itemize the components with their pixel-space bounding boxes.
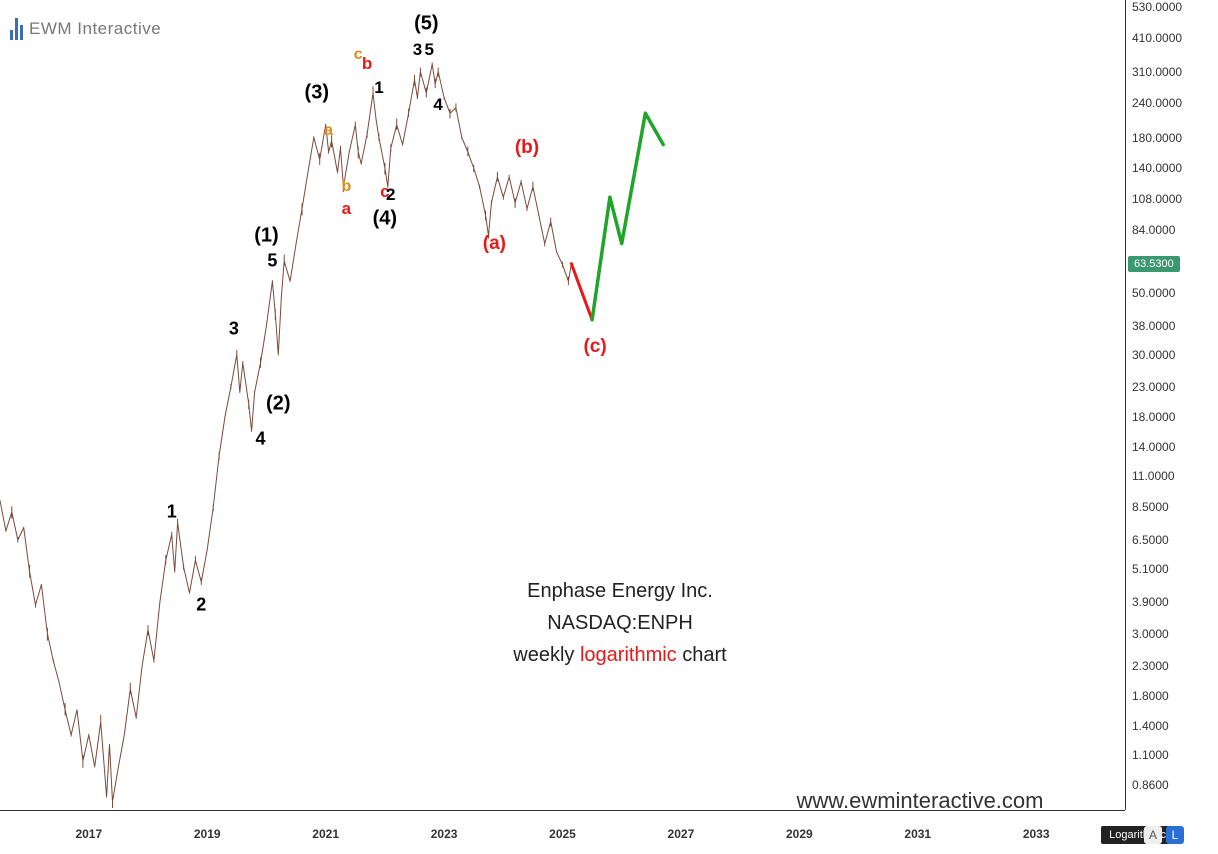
- x-axis-tick: 2033: [1023, 827, 1050, 841]
- y-axis-tick: 140.0000: [1132, 161, 1182, 175]
- y-axis-tick: 3.0000: [1132, 627, 1169, 641]
- y-axis-tick: 84.0000: [1132, 223, 1175, 237]
- y-axis: 530.0000 410.0000 310.0000 240.0000 180.0000…: [1125, 0, 1218, 810]
- brand-logo: EWM Interactive: [10, 18, 161, 40]
- chart-title-ticker: NASDAQ:ENPH: [547, 612, 693, 635]
- y-axis-tick: 3.9000: [1132, 595, 1169, 609]
- x-axis-tick: 2021: [312, 827, 339, 841]
- y-axis-tick: 23.0000: [1132, 380, 1175, 394]
- timeframe-pre: weekly: [513, 644, 580, 666]
- scale-linear-btn[interactable]: A: [1144, 826, 1162, 844]
- x-axis-tick: 2019: [194, 827, 221, 841]
- y-axis-tick: 50.0000: [1132, 286, 1175, 300]
- timeframe-emphasis: logarithmic: [580, 644, 677, 666]
- y-axis-tick: 410.0000: [1132, 31, 1182, 45]
- x-axis-tick: 2017: [75, 827, 102, 841]
- chart-svg: [0, 0, 1125, 810]
- y-axis-tick: 2.3000: [1132, 659, 1169, 673]
- x-axis-tick: 2027: [668, 827, 695, 841]
- y-axis-tick: 11.0000: [1132, 469, 1175, 483]
- y-axis-tick: 8.5000: [1132, 500, 1169, 514]
- y-axis-tick: 38.0000: [1132, 319, 1175, 333]
- brand-name: EWM Interactive: [29, 19, 161, 39]
- x-axis-tick: 2029: [786, 827, 813, 841]
- y-axis-tick: 240.0000: [1132, 96, 1182, 110]
- y-axis-tick: 6.5000: [1132, 533, 1169, 547]
- y-axis-tick: 1.8000: [1132, 689, 1169, 703]
- y-axis-tick: 1.4000: [1132, 719, 1169, 733]
- x-axis-tick: 2025: [549, 827, 576, 841]
- y-axis-tick: 180.0000: [1132, 131, 1182, 145]
- x-axis-tick: 2023: [431, 827, 458, 841]
- x-axis-tick: 2031: [904, 827, 931, 841]
- y-axis-tick: 18.0000: [1132, 410, 1175, 424]
- logo-icon: [10, 18, 23, 40]
- y-axis-tick: 30.0000: [1132, 348, 1175, 362]
- chart-plot-area: EWM Interactive Enphase Energy Inc. NASD…: [0, 0, 1125, 810]
- timeframe-post: chart: [677, 644, 727, 666]
- scale-toggle[interactable]: A L: [1144, 826, 1184, 844]
- y-axis-tick: 0.8600: [1132, 778, 1169, 792]
- scale-log-btn[interactable]: L: [1166, 826, 1184, 844]
- x-axis: 2017 2019 2021 2023 2025 2027 2029 2031 2033: [0, 810, 1125, 854]
- chart-title-timeframe: weekly logarithmic chart: [513, 644, 726, 667]
- y-axis-tick: 1.1000: [1132, 748, 1169, 762]
- y-axis-tick: 14.0000: [1132, 440, 1175, 454]
- y-axis-tick: 5.1000: [1132, 562, 1169, 576]
- y-axis-tick: 530.0000: [1132, 0, 1182, 14]
- y-axis-tick: 108.0000: [1132, 192, 1182, 206]
- y-axis-tick: 310.0000: [1132, 65, 1182, 79]
- current-price-marker: 63.5300: [1128, 256, 1180, 272]
- chart-title-company: Enphase Energy Inc.: [527, 580, 713, 603]
